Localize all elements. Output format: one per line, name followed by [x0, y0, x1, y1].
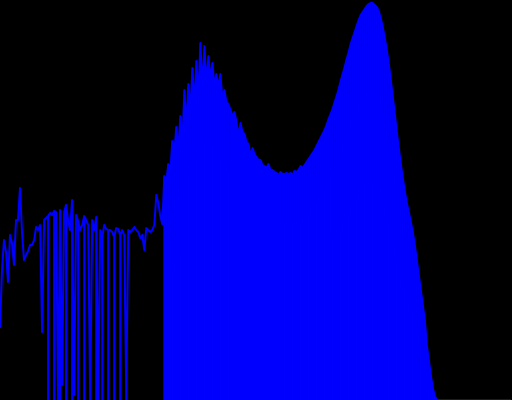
fill-layer	[168, 90, 492, 400]
energy-band	[168, 90, 491, 400]
energy-band	[168, 181, 492, 400]
